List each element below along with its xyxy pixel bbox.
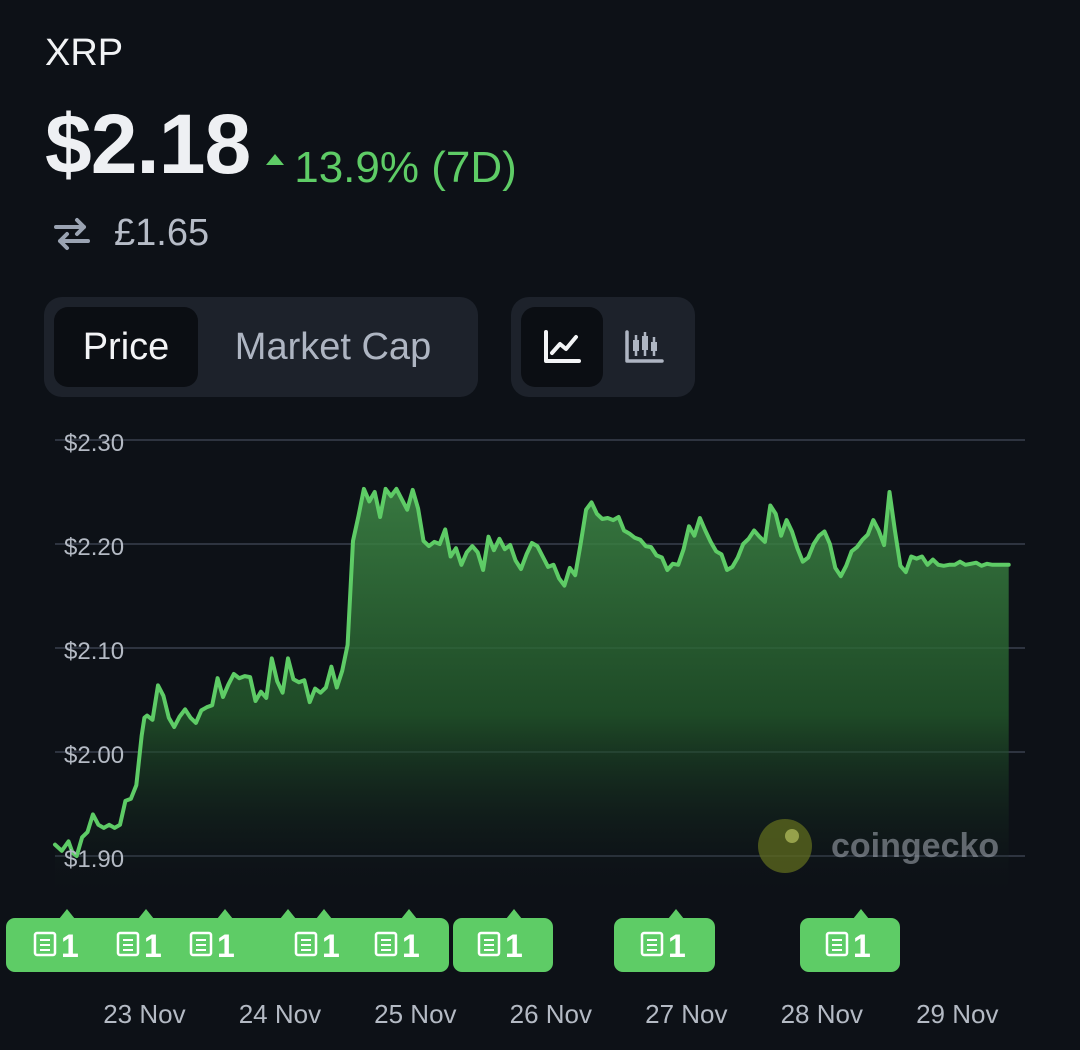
newspaper-icon — [294, 931, 318, 957]
news-annotations[interactable]: 1 1 1 1 1 1 1 1 — [6, 909, 900, 972]
y-tick-label: $2.20 — [64, 534, 124, 561]
news-badge-pointer — [853, 909, 869, 919]
x-tick-label: 26 Nov — [510, 999, 592, 1029]
coin-name: XRP — [45, 32, 124, 74]
currency-converter[interactable]: £1.65 — [52, 212, 209, 255]
x-tick-label: 28 Nov — [781, 999, 863, 1029]
y-tick-label: $1.90 — [64, 846, 124, 873]
news-badge-pointer — [280, 909, 296, 919]
price-change-value: 13.9% (7D) — [294, 142, 517, 192]
news-count: 1 — [322, 928, 340, 964]
news-badge[interactable]: 1 — [477, 928, 523, 964]
current-price: $2.18 — [45, 97, 251, 191]
watermark-text: coingecko — [831, 827, 999, 865]
news-badge[interactable]: 1 — [116, 928, 162, 964]
newspaper-icon — [116, 931, 140, 957]
y-tick-label: $2.00 — [64, 742, 124, 769]
candlestick-chart-icon — [625, 330, 664, 363]
x-axis: 23 Nov 24 Nov 25 Nov 26 Nov 27 Nov 28 Nov 29 N… — [103, 999, 998, 1029]
news-badge-pointer — [59, 909, 75, 919]
coingecko-logo-eye — [785, 829, 799, 843]
news-badge-pointer — [217, 909, 233, 919]
metric-toggle: Price Market Cap — [44, 297, 478, 397]
converted-price: £1.65 — [114, 212, 210, 254]
news-badge-group[interactable] — [614, 918, 715, 972]
news-badge-group[interactable] — [6, 918, 449, 972]
news-badge[interactable]: 1 — [640, 928, 686, 964]
newspaper-icon — [33, 931, 57, 957]
news-count: 1 — [144, 928, 162, 964]
y-axis: $2.30 $2.20 $2.10 $2.00 $1.90 — [64, 430, 124, 873]
news-count: 1 — [853, 928, 871, 964]
coingecko-logo-icon — [758, 819, 812, 873]
news-badge[interactable]: 1 — [825, 928, 871, 964]
price-change: 13.9% (7D) — [266, 143, 517, 193]
news-badge[interactable]: 1 — [33, 928, 79, 964]
price-row: $2.18 13.9% (7D) — [45, 96, 517, 193]
news-badge[interactable]: 1 — [189, 928, 235, 964]
news-badge-pointer — [668, 909, 684, 919]
news-count: 1 — [402, 928, 420, 964]
candlestick-chart-button[interactable] — [603, 307, 685, 387]
newspaper-icon — [374, 931, 398, 957]
news-badge-pointer — [138, 909, 154, 919]
price-line[interactable] — [53, 486, 1011, 858]
x-tick-label: 29 Nov — [916, 999, 998, 1029]
y-tick-label: $2.30 — [64, 430, 124, 457]
line-chart-icon — [544, 330, 581, 363]
news-badge-group[interactable] — [800, 918, 900, 972]
news-count: 1 — [217, 928, 235, 964]
newspaper-icon — [825, 931, 849, 957]
news-badge-pointer — [316, 909, 332, 919]
coingecko-watermark: coingecko — [758, 819, 999, 873]
news-count: 1 — [668, 928, 686, 964]
chart-type-toggle — [511, 297, 695, 397]
tab-price[interactable]: Price — [54, 307, 198, 387]
line-chart-button[interactable] — [521, 307, 603, 387]
up-triangle-icon — [266, 154, 285, 165]
price-area-fill — [55, 488, 1009, 900]
news-badge-pointer — [506, 909, 522, 919]
news-badge[interactable]: 1 — [374, 928, 420, 964]
tab-market-cap[interactable]: Market Cap — [234, 325, 432, 368]
newspaper-icon — [640, 931, 664, 957]
x-tick-label: 27 Nov — [645, 999, 727, 1029]
news-count: 1 — [61, 928, 79, 964]
swap-arrows-icon[interactable] — [52, 216, 92, 252]
x-tick-label: 25 Nov — [374, 999, 456, 1029]
x-tick-label: 24 Nov — [239, 999, 321, 1029]
news-badge-group[interactable] — [453, 918, 553, 972]
newspaper-icon — [189, 931, 213, 957]
newspaper-icon — [477, 931, 501, 957]
x-tick-label: 23 Nov — [103, 999, 185, 1029]
news-badge-pointer — [401, 909, 417, 919]
news-badge[interactable]: 1 — [294, 928, 340, 964]
y-tick-label: $2.10 — [64, 638, 124, 665]
news-count: 1 — [505, 928, 523, 964]
